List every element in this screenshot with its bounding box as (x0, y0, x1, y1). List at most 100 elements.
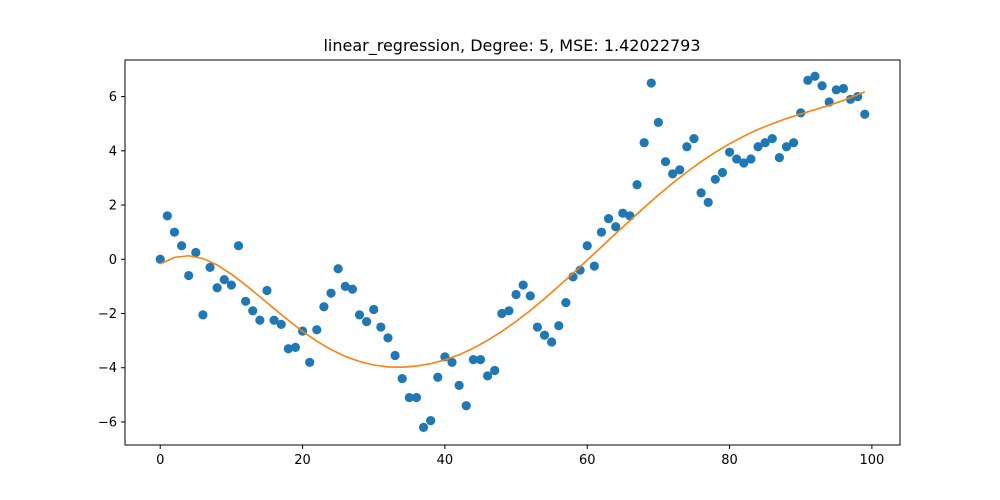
scatter-point (497, 308, 507, 319)
scatter-point (376, 322, 386, 332)
scatter-point (276, 319, 286, 329)
scatter-point (155, 254, 165, 264)
y-tick-label: 4 (109, 144, 117, 159)
scatter-point (461, 401, 471, 411)
scatter-point (860, 109, 870, 119)
scatter-point (369, 304, 379, 315)
scatter-point (169, 227, 180, 237)
y-tick-label: −4 (98, 361, 117, 376)
scatter-point (454, 380, 464, 390)
scatter-point (603, 214, 614, 224)
y-axis: −6 −4 −2 0 2 4 6 (98, 90, 125, 430)
scatter-point (305, 357, 315, 367)
scatter-point (689, 134, 699, 144)
scatter-point (511, 289, 521, 300)
scatter-point (774, 153, 784, 163)
scatter-point (411, 392, 422, 403)
scatter-point (611, 222, 621, 232)
scatter-point (241, 296, 251, 306)
scatter-point (490, 365, 500, 376)
scatter-point (433, 372, 443, 382)
scatter-point (262, 285, 272, 296)
scatter-point (312, 325, 322, 335)
scatter-point (504, 306, 514, 316)
scatter-point (333, 264, 343, 274)
scatter-point (255, 315, 265, 325)
scatter-point (532, 322, 543, 332)
scatter-point (817, 81, 827, 91)
scatter-point (803, 75, 813, 85)
scatter-point (362, 317, 372, 327)
scatter-point (447, 357, 457, 367)
scatter-point (475, 355, 486, 365)
y-tick-label: 2 (109, 199, 117, 214)
scatter-point (760, 138, 770, 148)
scatter-point (212, 283, 222, 293)
x-tick-label: 40 (437, 453, 454, 468)
x-tick-label: 80 (721, 453, 738, 468)
scatter-point (717, 167, 728, 178)
x-tick-label: 20 (294, 453, 311, 468)
plot-area (155, 71, 870, 432)
scatter-point (596, 227, 607, 237)
scatter-point (682, 142, 692, 152)
y-tick-label: −2 (98, 307, 117, 322)
regression-fit-line (159, 90, 866, 368)
scatter-point (205, 262, 215, 273)
scatter-point (248, 306, 258, 316)
x-tick-label: 60 (579, 453, 596, 468)
scatter-point (233, 241, 244, 251)
scatter-point (191, 247, 201, 258)
scatter-point (753, 142, 763, 152)
scatter-point (354, 310, 365, 320)
scatter-point (639, 138, 649, 148)
scatter-point (184, 270, 194, 281)
scatter-point (653, 117, 663, 127)
scatter-point (554, 321, 564, 331)
scatter-point (589, 261, 599, 271)
scatter-point (838, 83, 849, 94)
scatter-point (340, 281, 350, 291)
scatter-point (226, 280, 236, 290)
scatter-point (710, 174, 720, 184)
scatter-point (646, 78, 656, 88)
scatter-point (468, 355, 478, 365)
scatter-point (162, 211, 172, 221)
scatter-point (525, 291, 535, 301)
scatter-point (539, 330, 550, 340)
scatter-point (746, 154, 756, 164)
scatter-point (668, 169, 678, 179)
scatter-point (831, 85, 841, 95)
y-tick-label: 0 (109, 253, 117, 268)
scatter-point (397, 373, 407, 384)
scatter-point (632, 180, 642, 190)
scatter-point (810, 71, 820, 81)
scatter-point (739, 158, 749, 168)
scatter-point (767, 134, 777, 144)
x-axis: 0 20 40 60 80 100 (156, 445, 884, 468)
scatter-point (347, 284, 357, 294)
scatter-point (269, 315, 279, 325)
scatter-point (732, 154, 742, 164)
scatter-point (696, 188, 706, 198)
scatter-point (482, 371, 493, 381)
scatter-point (219, 275, 229, 285)
scatter-point (781, 142, 792, 152)
x-tick-label: 0 (156, 453, 164, 468)
scatter-point (319, 302, 329, 312)
scatter-point (283, 344, 293, 354)
scatter-point (547, 337, 557, 347)
scatter-point (383, 333, 393, 343)
scatter-point (198, 310, 208, 320)
scatter-point (703, 197, 713, 207)
scatter-point (582, 241, 592, 251)
scatter-point (660, 157, 671, 167)
scatter-point (426, 416, 436, 426)
scatter-point (390, 350, 400, 361)
scatter-point (418, 422, 429, 432)
axes-frame (124, 59, 901, 446)
scatter-point (518, 280, 528, 290)
y-tick-label: 6 (109, 90, 117, 105)
